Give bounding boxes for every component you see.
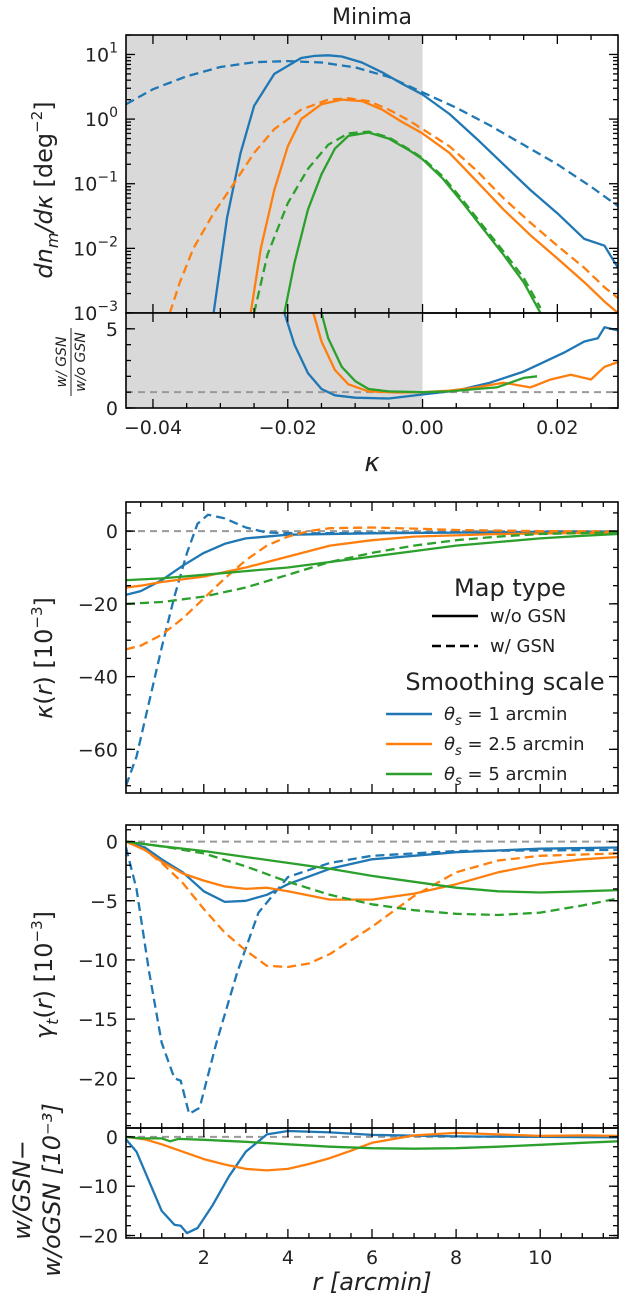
plot-area-gamma-profile [125,824,619,1129]
y-tick-label: −15 [78,1009,118,1031]
y-axis-label-counts: dnm/dκ [deg−2] [28,101,62,278]
ratio-label-numerator: w/ GSN [54,336,70,387]
panel-gamma-difference: 0 −10 −20 2 4 6 8 10 w/GSN− w/oGSN [10⁻³] r [a… [8,1103,619,1296]
title-minima: Minima [332,5,412,30]
panel-minima-counts: Minima 101 100 10−1 10−2 10−3 dnm/dκ [deg−2] [28,5,619,325]
y-ticks-minima-counts: 101 100 10−1 10−2 10−3 [73,34,618,325]
y-tick-label: −20 [78,1068,118,1090]
series-green-solid [126,532,618,582]
series-green-dashed [126,531,618,606]
y-tick-label: 5 [106,319,118,341]
y-ticks-kappa-profile: 0 −20 −40 −60 [78,502,618,793]
y-tick-label: −40 [78,667,118,689]
series-orange-dashed [168,97,618,313]
panel-gamma-profile: 0 −5 −10 −15 −20 γt(r) [10−3] [28,824,619,1129]
series-blue-solid [126,840,618,904]
y-tick-label: −20 [78,594,118,616]
legend-title-map-type: Map type [454,574,566,602]
axes-frame [125,824,619,1129]
series-orange-solid [126,840,618,901]
plot-area-gamma-difference [125,1127,619,1239]
series-blue-dashed [126,59,618,208]
x-tick-label: 0.00 [401,417,443,439]
y-tick-label: 0 [106,521,118,543]
plot-area-kappa-profile [125,501,619,794]
y-tick-label: 100 [85,105,118,131]
series-green-solid [126,840,618,894]
y-tick-label: −10 [78,1176,118,1198]
series-blue-dashed [126,513,618,787]
series-green-solid [320,313,538,394]
x-tick-label: 10 [528,1247,552,1269]
y-axis-label-kappa: κ(r) [10−3] [28,597,58,719]
panel-kappa-profile: 0 −20 −40 −60 κ(r) [10−3] Map type w/o GSN w/… [28,501,619,794]
y-tick-label: 0 [106,832,118,854]
y-tick-label: 0 [106,398,118,420]
legend-title-smoothing: Smoothing scale [405,668,604,696]
ratio-label-denominator: w/o GSN [73,332,89,392]
y-axis-label-gamma: γt(r) [10−3] [28,911,62,1039]
series-blue-solid [126,1129,618,1235]
x-tick-label: 4 [282,1247,294,1269]
y-tick-label: 10−2 [73,234,118,260]
y-ticks-gamma-profile: 0 −5 −10 −15 −20 [78,825,618,1128]
plot-area-minima-counts [125,34,619,314]
series-blue-solid [212,54,618,313]
plot-area-minima-ratio [125,312,619,409]
shaded-region [126,313,423,408]
legend: Map type w/o GSN w/ GSN Smoothing scale θs =… [386,574,605,789]
series-orange-dashed [126,840,618,969]
panel-minima-ratio: 05 −0.04 −0.02 0.00 0.02 w/ GSN w/o GSN κ [54,312,619,478]
y-tick-label: 0 [106,1127,118,1149]
legend-label-dashed: w/ GSN [490,636,555,657]
x-tick-label: 8 [450,1247,462,1269]
series-green-dashed [126,840,618,917]
x-ticks-gamma-difference: 2 4 6 8 10 [140,1128,604,1269]
legend-label-blue: θs = 1 arcmin [444,704,567,729]
series-orange-solid [126,531,618,589]
x-tick-label: −0.04 [124,417,182,439]
series-orange-solid [126,1131,618,1172]
y-tick-label: −10 [78,950,118,972]
x-ticks-minima-ratio: −0.04 −0.02 0.00 0.02 [124,313,592,439]
y-tick-label: −60 [78,739,118,761]
series-green-solid [126,1135,618,1150]
y-tick-label: −20 [78,1226,118,1248]
series-orange-solid [249,98,618,313]
legend-label-orange: θs = 2.5 arcmin [444,734,585,759]
x-tick-label: 0.02 [536,417,578,439]
series-orange-solid [312,313,618,394]
x-tick-label: −0.02 [259,417,317,439]
y-tick-label: 101 [85,40,118,66]
y-axis-label-ratio: w/ GSN w/o GSN [54,328,89,396]
y-axis-label-difference-line2: w/oGSN [10⁻³] [38,1103,66,1276]
legend-label-solid: w/o GSN [490,606,566,627]
x-tick-label: 6 [366,1247,378,1269]
series-blue-dashed [126,847,618,1115]
x-tick-label: 2 [198,1247,210,1269]
y-ticks-minima-ratio: 05 [106,312,618,420]
y-tick-label: 10−1 [73,170,118,196]
shaded-region [126,35,423,313]
x-axis-label-kappa: κ [364,448,380,478]
series-green-solid [283,131,542,313]
y-axis-label-difference-line1: w/GSN− [8,1140,36,1240]
series-orange-dashed [126,526,618,651]
series-green-dashed [252,130,542,313]
x-axis-label-r: r [arcmin] [312,1268,431,1296]
legend-label-green: θs = 5 arcmin [444,764,567,789]
y-ticks-gamma-difference: 0 −10 −20 [78,1127,618,1248]
y-tick-label: 10−3 [73,299,118,325]
y-tick-label: −5 [90,891,118,913]
